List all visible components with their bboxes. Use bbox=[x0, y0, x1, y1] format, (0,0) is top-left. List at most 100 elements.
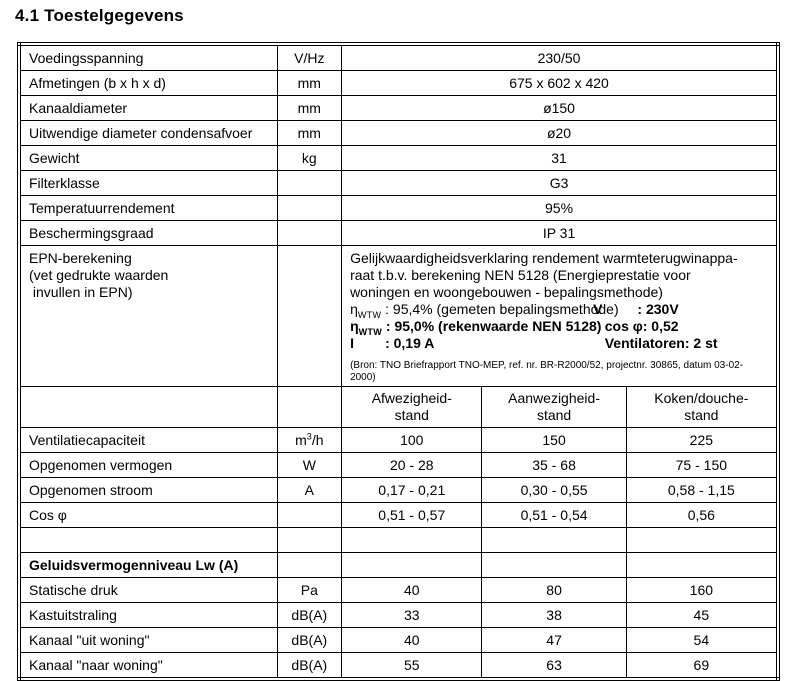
noise-unit: Pa bbox=[276, 577, 343, 603]
cos-phi-value: cos φ: 0,52 bbox=[593, 318, 679, 334]
eta-rated: ηWTW : 95,0% (rekenwaarde NEN 5128) bbox=[350, 318, 602, 337]
mode-value: 150 bbox=[481, 427, 627, 453]
noise-value: 47 bbox=[481, 627, 627, 653]
table-row: Temperatuurrendement 95% bbox=[18, 195, 779, 221]
section-title: 4.1 Toestelgegevens bbox=[15, 6, 184, 25]
column-header-presence: Aanwezigheid- stand bbox=[481, 386, 627, 428]
noise-label: Kanaal "naar woning" bbox=[18, 652, 278, 680]
mode-value: 35 - 68 bbox=[481, 452, 627, 478]
epn-description-line: Gelijkwaardigheidsverklaring rendement w… bbox=[350, 250, 738, 266]
spec-unit: mm bbox=[276, 70, 343, 96]
spec-label: Voedingsspanning bbox=[18, 43, 278, 71]
voltage-value: V : 230V bbox=[593, 301, 679, 317]
mode-value: 75 - 150 bbox=[625, 452, 779, 478]
noise-value: 33 bbox=[341, 602, 483, 628]
spec-label: Beschermingsgraad bbox=[18, 220, 278, 246]
epn-label-line: (vet gedrukte waarden bbox=[29, 267, 169, 283]
table-row: Afmetingen (b x h x d) mm 675 x 602 x 42… bbox=[18, 70, 779, 96]
mode-value: 0,58 - 1,15 bbox=[625, 477, 779, 503]
epn-content: Gelijkwaardigheidsverklaring rendement w… bbox=[341, 245, 779, 387]
spec-value: ø150 bbox=[341, 95, 779, 121]
table-row: Beschermingsgraad IP 31 bbox=[18, 220, 779, 246]
mode-unit: A bbox=[276, 477, 343, 503]
epn-calc-line: ηWTW : 95,4% (gemeten bepalingsmethode) … bbox=[350, 301, 768, 320]
table-row: Filterklasse G3 bbox=[18, 170, 779, 196]
column-header-absence: Afwezigheid- stand bbox=[341, 386, 483, 428]
mode-label: Cos φ bbox=[18, 502, 278, 528]
epn-calc-line: I : 0,19 A Ventilatoren: 2 st bbox=[350, 335, 768, 352]
table-row: Opgenomen stroom A 0,17 - 0,21 0,30 - 0,… bbox=[18, 477, 779, 503]
mode-value: 0,51 - 0,57 bbox=[341, 502, 483, 528]
spec-label: Uitwendige diameter condensafvoer bbox=[18, 120, 278, 146]
noise-value: 54 bbox=[625, 627, 779, 653]
spec-value: 31 bbox=[341, 145, 779, 171]
spec-label: Temperatuurrendement bbox=[18, 195, 278, 221]
table-row: Kanaaldiameter mm ø150 bbox=[18, 95, 779, 121]
spec-unit: mm bbox=[276, 95, 343, 121]
noise-section-header-row: Geluidsvermogenniveau Lw (A) bbox=[18, 552, 779, 578]
table-row: Gewicht kg 31 bbox=[18, 145, 779, 171]
epn-description-line: woningen en woongebouwen - bepalingsmeth… bbox=[350, 284, 663, 300]
noise-label: Statische druk bbox=[18, 577, 278, 603]
noise-value: 69 bbox=[625, 652, 779, 680]
mode-header-empty bbox=[18, 386, 278, 428]
mode-value: 20 - 28 bbox=[341, 452, 483, 478]
spec-unit bbox=[276, 195, 343, 221]
spec-value: ø20 bbox=[341, 120, 779, 146]
table-row: Ventilatiecapaciteit m3/h 100 150 225 bbox=[18, 427, 779, 453]
table-row: Opgenomen vermogen W 20 - 28 35 - 68 75 … bbox=[18, 452, 779, 478]
mode-value: 0,56 bbox=[625, 502, 779, 528]
table-row: Voedingsspanning V/Hz 230/50 bbox=[18, 43, 779, 71]
epn-calc-line: ηWTW : 95,0% (rekenwaarde NEN 5128) cos … bbox=[350, 318, 768, 337]
mode-value: 0,17 - 0,21 bbox=[341, 477, 483, 503]
spec-label: Afmetingen (b x h x d) bbox=[18, 70, 278, 96]
noise-value: 55 bbox=[341, 652, 483, 680]
eta-measured: ηWTW : 95,4% (gemeten bepalingsmethode) bbox=[350, 301, 619, 320]
noise-label: Kanaal "uit woning" bbox=[18, 627, 278, 653]
source-note: (Bron: TNO Briefrapport TNO-MEP, ref. nr… bbox=[350, 360, 744, 383]
column-header-cooking: Koken/douche- stand bbox=[625, 386, 779, 428]
spacer-row bbox=[18, 527, 779, 553]
noise-section-title: Geluidsvermogenniveau Lw (A) bbox=[18, 552, 278, 578]
table-row: Cos φ 0,51 - 0,57 0,51 - 0,54 0,56 bbox=[18, 502, 779, 528]
spec-unit: V/Hz bbox=[276, 43, 343, 71]
noise-value: 63 bbox=[481, 652, 627, 680]
device-specs-table: Voedingsspanning V/Hz 230/50 Afmetingen … bbox=[17, 42, 780, 681]
mode-value: 0,51 - 0,54 bbox=[481, 502, 627, 528]
noise-unit: dB(A) bbox=[276, 602, 343, 628]
noise-label: Kastuitstraling bbox=[18, 602, 278, 628]
noise-value: 40 bbox=[341, 627, 483, 653]
noise-unit: dB(A) bbox=[276, 652, 343, 680]
noise-value: 40 bbox=[341, 577, 483, 603]
noise-value: 45 bbox=[625, 602, 779, 628]
epn-description-line: raat t.b.v. berekening NEN 5128 (Energie… bbox=[350, 267, 691, 283]
noise-value: 80 bbox=[481, 577, 627, 603]
epn-row: EPN-berekening (vet gedrukte waarden inv… bbox=[18, 245, 779, 387]
epn-label-line: invullen in EPN) bbox=[29, 284, 133, 300]
table-row: Kanaal "naar woning" dB(A) 55 63 69 bbox=[18, 652, 779, 680]
current-value: I : 0,19 A bbox=[350, 335, 435, 351]
spec-value: 95% bbox=[341, 195, 779, 221]
table-row: Statische druk Pa 40 80 160 bbox=[18, 577, 779, 603]
mode-value: 0,30 - 0,55 bbox=[481, 477, 627, 503]
noise-value: 160 bbox=[625, 577, 779, 603]
spec-value: IP 31 bbox=[341, 220, 779, 246]
table-row: Uitwendige diameter condensafvoer mm ø20 bbox=[18, 120, 779, 146]
spec-unit: mm bbox=[276, 120, 343, 146]
mode-label: Opgenomen stroom bbox=[18, 477, 278, 503]
spec-unit: kg bbox=[276, 145, 343, 171]
mode-label: Opgenomen vermogen bbox=[18, 452, 278, 478]
spec-label: Kanaaldiameter bbox=[18, 95, 278, 121]
spec-label: Gewicht bbox=[18, 145, 278, 171]
ventilators-value: Ventilatoren: 2 st bbox=[593, 335, 718, 351]
table-row: Kastuitstraling dB(A) 33 38 45 bbox=[18, 602, 779, 628]
spec-value: 675 x 602 x 420 bbox=[341, 70, 779, 96]
spec-unit bbox=[276, 220, 343, 246]
mode-unit: W bbox=[276, 452, 343, 478]
epn-unit-empty bbox=[276, 245, 343, 387]
document-page: 4.1 Toestelgegevens Voedingsspanning V/H… bbox=[15, 6, 780, 681]
noise-unit: dB(A) bbox=[276, 627, 343, 653]
table-row: Kanaal "uit woning" dB(A) 40 47 54 bbox=[18, 627, 779, 653]
mode-unit bbox=[276, 502, 343, 528]
epn-label-line: EPN-berekening bbox=[29, 250, 132, 266]
